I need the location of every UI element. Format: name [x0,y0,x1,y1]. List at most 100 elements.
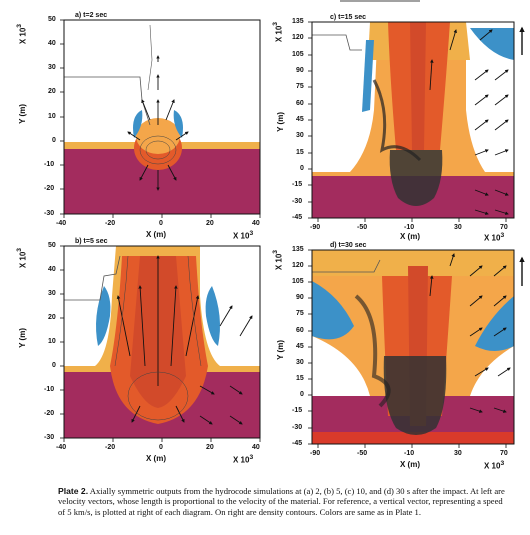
panel-a-title: a) t=2 sec [75,12,108,19]
panel-a-plot [60,19,261,218]
panel-a-xtick: 20 [206,220,214,227]
panel-c-y-multiplier: X 103 [272,22,284,43]
panel-b-ytick: 30 [48,290,56,297]
panel-a-xtick: -20 [105,220,116,227]
panel-b-ytick: -20 [44,410,55,417]
panel-c-ytick: 105 [292,51,304,58]
panel-d-ytick: 75 [296,310,304,317]
panel-c-plot [308,21,525,222]
panel-c-xtick: -90 [310,224,321,231]
panel-c-velocity-vectors [429,29,509,215]
panel-c-ytick: 30 [296,132,304,139]
panel-b-ytick: 10 [48,338,56,345]
panel-c-ylabel: Y (m) [276,112,285,132]
panel-c-ytick: 120 [292,34,304,41]
panel-a-xtick: -40 [56,220,67,227]
panel-d-ytick: 15 [296,375,304,382]
panel-a-ytick: -10 [44,161,55,168]
caption-text: Axially symmetric outputs from the hydro… [58,486,505,517]
panel-c-xtick: 70 [500,224,508,231]
panel-b-y-multiplier: X 103 [16,248,28,269]
panel-b-xtick: 40 [252,444,260,451]
panel-b-x-multiplier: X 103 [233,454,254,465]
panel-a-velocity-vectors [127,55,189,191]
panel-b-ytick: -10 [44,386,55,393]
panel-c-xtick: 30 [454,224,462,231]
panel-b-ytick: 40 [48,266,56,273]
panel-d-ytick: -15 [292,407,303,414]
figure-caption: Plate 2. Axially symmetric outputs from … [58,486,508,517]
panel-d-transient-crater [383,356,447,435]
panel-d-velocity-vectors [429,253,511,413]
panel-b-xtick: 20 [206,444,214,451]
panel-c-x-multiplier: X 103 [484,232,505,243]
panel-b-ytick: 0 [52,362,56,369]
panel-a-ytick: 0 [52,137,56,144]
panel-b-title: b) t=5 sec [75,238,108,245]
panel-d: d) t=30 sec X 103 Y (m) 135 120 105 90 7… [270,236,530,476]
panel-c-xtick: -50 [357,224,368,231]
panel-b-xtick: -40 [56,444,67,451]
panel-d-ytick: 135 [292,246,304,253]
panel-d-plot [308,249,525,448]
panel-b-ytick: -30 [44,434,55,441]
panel-b-xlabel: X (m) [146,454,166,463]
panel-d-xtick: 70 [500,450,508,457]
panel-d-ytick: 45 [296,343,304,350]
panel-c-transient-crater [389,150,443,206]
panel-a-ytick: 40 [48,40,56,47]
panel-a-ytick: 10 [48,113,56,120]
panel-a: a) t=2 sec X 103 Y (m) 50 40 30 20 10 0 … [0,0,270,241]
panel-d-ytick: 120 [292,262,304,269]
panel-c-ytick: 15 [296,149,304,156]
panel-c: c) t=15 sec X 103 Y (m) 135 120 105 90 7… [270,0,530,243]
panel-d-x-multiplier: X 103 [484,460,505,471]
panel-d-xtick: 30 [454,450,462,457]
panel-d-ytick: 0 [300,391,304,398]
panel-a-y-multiplier: X 103 [16,24,28,45]
panel-c-ytick: 0 [300,165,304,172]
panel-a-ytick: -20 [44,185,55,192]
panel-c-ytick: 75 [296,83,304,90]
panel-d-y-multiplier: X 103 [272,250,284,271]
panel-b-ytick: 20 [48,314,56,321]
page-header-rule [340,0,420,2]
panel-c-title: c) t=15 sec [330,14,366,21]
panel-a-xlabel: X (m) [146,230,166,239]
panel-a-x-multiplier: X 103 [233,230,254,241]
panel-c-ytick: -30 [292,198,303,205]
panel-c-ytick: -15 [292,181,303,188]
panel-d-ytick: -30 [292,424,303,431]
panel-a-ytick: 50 [48,16,56,23]
panel-b-velocity-vectors [116,255,253,425]
panel-b-plot [60,245,261,442]
panel-c-ytick: 60 [296,100,304,107]
caption-label: Plate 2. [58,486,89,496]
panel-c-xtick: -10 [404,224,415,231]
panel-d-xtick: -50 [357,450,368,457]
panel-a-ytick: 30 [48,64,56,71]
panel-b-xtick: 0 [159,444,163,451]
panel-a-xtick: 0 [159,220,163,227]
panel-d-ytick: 105 [292,278,304,285]
panel-d-xtick: -90 [310,450,321,457]
panel-a-ytick: 20 [48,88,56,95]
panel-d-xtick: -10 [404,450,415,457]
panel-c-ytick: -45 [292,214,303,221]
panel-d-ytick: 90 [296,294,304,301]
panel-b: b) t=5 sec X 103 Y (m) 50 40 30 20 10 0 … [0,236,270,476]
panel-b-ylabel: Y (m) [18,328,27,348]
panel-b-ytick: 50 [48,242,56,249]
panel-c-xlabel: X (m) [400,232,420,241]
panel-a-xtick: 40 [252,220,260,227]
panel-a-ylabel: Y (m) [18,104,27,124]
panel-c-ytick: 45 [296,116,304,123]
panel-c-ytick: 90 [296,67,304,74]
panel-d-ytick: 60 [296,327,304,334]
panel-b-xtick: -20 [105,444,116,451]
panel-d-xlabel: X (m) [400,460,420,469]
panel-c-ytick: 135 [292,18,304,25]
panel-d-ytick: 30 [296,359,304,366]
panel-d-ytick: -45 [292,440,303,447]
panel-d-title: d) t=30 sec [330,242,367,249]
